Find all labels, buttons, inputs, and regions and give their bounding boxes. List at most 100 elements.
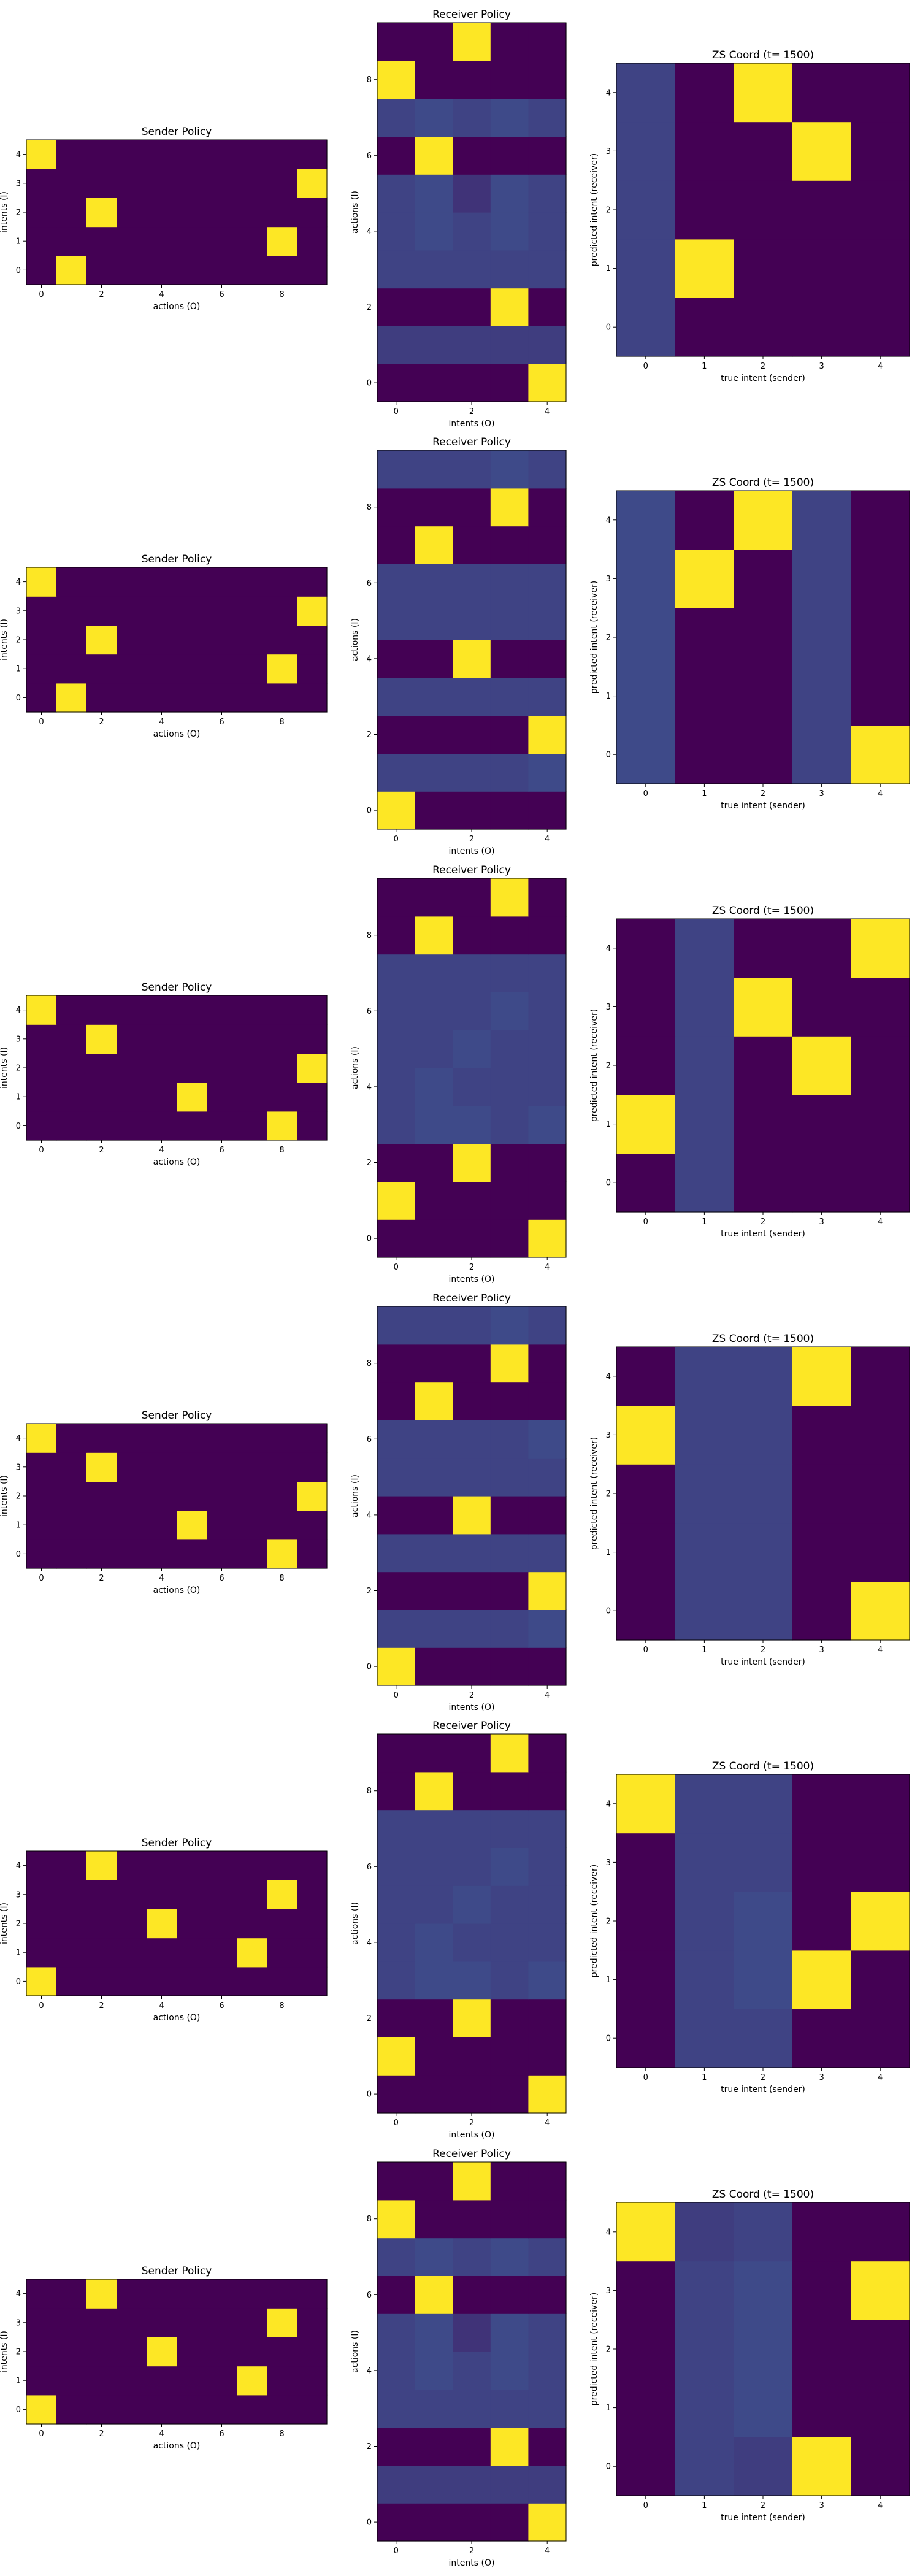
chart-5-zs-coord-xtick-label: 3 (819, 2073, 824, 2082)
chart-3-zs-coord-cell-r3-c0 (616, 977, 676, 1037)
chart-2-receiver-policy-cell-r9-c1 (415, 450, 453, 489)
chart-2-sender-policy-cell-r4-c0 (26, 567, 57, 597)
chart-2-sender-policy-ytick-label: 3 (16, 607, 21, 616)
chart-6-receiver-policy-cell-r6-c2 (453, 2275, 491, 2314)
chart-5-sender-policy-cell-r0-c9 (297, 1966, 328, 1996)
chart-5-sender-policy-ylabel: intents (I) (0, 1903, 9, 1944)
chart-1-zs-coord-cell-r4-c1 (675, 63, 734, 123)
chart-3-zs-coord-cell-r1-c1 (675, 1094, 734, 1154)
chart-4-sender-policy-cell-r1-c4 (147, 1510, 177, 1540)
chart-5-sender-policy-cell-r4-c3 (117, 1851, 147, 1880)
chart-2-zs-coord-ylabel: predicted intent (receiver) (589, 581, 599, 694)
chart-5-sender-policy-ytick-label: 2 (16, 1920, 21, 1929)
chart-1-receiver-policy-cell-r7-c2 (453, 98, 491, 137)
chart-4-zs-coord-cell-r1-c4 (851, 1522, 910, 1582)
chart-5-sender-policy-cell-r4-c0 (26, 1851, 57, 1880)
chart-2-zs-coord-cell-r2-c1 (675, 608, 734, 667)
chart-2-sender-policy-cell-r3-c8 (267, 596, 297, 626)
chart-1-receiver-policy-ytick-label: 6 (367, 151, 372, 161)
chart-5-zs-coord-cell-r0-c4 (851, 2009, 910, 2068)
chart-2-receiver-policy-cell-r8-c4 (528, 488, 567, 527)
chart-6-receiver-policy-cell-r4-c0 (377, 2352, 416, 2390)
chart-6-receiver-policy-cell-r2-c1 (415, 2427, 453, 2466)
chart-1-receiver-policy-cell-r5-c1 (415, 174, 453, 213)
chart-3-receiver-policy-cell-r7-c2 (453, 954, 491, 992)
chart-5-sender-policy-title: Sender Policy (142, 1837, 212, 1849)
chart-5-receiver-policy-cell-r1-c4 (528, 2037, 567, 2076)
chart-1-receiver-policy-cell-r3-c3 (490, 250, 529, 289)
chart-5-zs-coord-ytick-label: 4 (606, 1800, 611, 1809)
chart-1-sender-policy-cell-r0-c8 (267, 255, 297, 285)
chart-6-zs-coord-xtick-label: 0 (643, 2501, 648, 2510)
chart-5-zs-coord-ylabel: predicted intent (receiver) (589, 1865, 599, 1977)
chart-3-sender-policy: 0 2 4 6 8 0 1 2 3 4 Sender Policy actions (O) intent… (0, 981, 328, 1167)
chart-6-receiver-policy-cell-r7-c4 (528, 2237, 567, 2276)
chart-5-sender-policy-cell-r2-c0 (26, 1909, 57, 1939)
chart-4-zs-coord-cell-r2-c3 (792, 1464, 851, 1524)
chart-2-receiver-policy-cell-r9-c3 (490, 450, 529, 489)
chart-3-receiver-policy-cell-r8-c2 (453, 916, 491, 955)
chart-6-sender-policy-cell-r1-c2 (86, 2366, 117, 2396)
chart-5-sender-policy-cell-r0-c1 (56, 1966, 87, 1996)
chart-6-sender-policy-cell-r0-c0 (26, 2394, 57, 2425)
chart-3-receiver-policy-cell-r5-c3 (490, 1030, 529, 1068)
chart-3-zs-coord-cell-r0-c4 (851, 1153, 910, 1213)
chart-6-receiver-policy-cell-r9-c2 (453, 2162, 491, 2201)
chart-2-receiver-policy-cell-r8-c1 (415, 488, 453, 527)
chart-2-sender-policy-cell-r1-c1 (56, 654, 87, 684)
chart-5-receiver-policy-cell-r7-c0 (377, 1809, 416, 1848)
chart-5-sender-policy-cell-r3-c1 (56, 1880, 87, 1909)
chart-4-sender-policy-cell-r1-c9 (297, 1510, 328, 1540)
chart-6-receiver-policy-title: Receiver Policy (432, 2148, 511, 2160)
chart-4-receiver-policy-cell-r2-c4 (528, 1571, 567, 1610)
chart-1-sender-policy-cell-r4-c5 (177, 140, 207, 169)
chart-1-zs-coord-cell-r3-c4 (851, 121, 910, 181)
chart-1-sender-policy-cell-r1-c1 (56, 226, 87, 256)
chart-2-sender-policy-xtick-label: 2 (99, 718, 104, 727)
chart-2-receiver-policy-title: Receiver Policy (432, 436, 511, 448)
chart-5-sender-policy-cell-r0-c5 (177, 1966, 207, 1996)
chart-4-sender-policy-xtick-label: 2 (99, 1574, 104, 1583)
chart-4-receiver-policy-xtick-label: 0 (394, 1691, 399, 1700)
chart-2-zs-coord-cell-r0-c1 (675, 725, 734, 784)
chart-1-zs-coord-ytick-label: 4 (606, 88, 611, 98)
chart-1-sender-policy-ylabel: intents (I) (0, 191, 9, 233)
chart-1-receiver-policy-cell-r2-c3 (490, 288, 529, 326)
chart-2-zs-coord-ytick-label: 4 (606, 516, 611, 525)
chart-5-sender-policy-cell-r3-c4 (147, 1880, 177, 1909)
chart-2-zs-coord-ytick-label: 2 (606, 634, 611, 643)
chart-6-sender-policy-xtick-label: 8 (279, 2429, 284, 2439)
chart-5-zs-coord: 0 1 2 3 4 0 1 2 3 4 ZS Coord (t= 1500) true intent … (589, 1760, 910, 2095)
chart-6-zs-coord-cell-r1-c1 (675, 2378, 734, 2437)
chart-2-receiver-policy: 0 2 4 0 2 4 6 8 Receiver Policy intents (O) action… (350, 436, 567, 856)
chart-4-receiver-policy-cell-r8-c0 (377, 1344, 416, 1383)
chart-3-sender-policy-cell-r3-c2 (86, 1024, 117, 1054)
chart-4-receiver-policy-xlabel: intents (O) (449, 1703, 495, 1712)
chart-6-receiver-policy-cell-r8-c3 (490, 2199, 529, 2239)
chart-6-sender-policy-cell-r3-c5 (177, 2308, 207, 2337)
chart-3-sender-policy-cell-r3-c5 (177, 1024, 207, 1054)
chart-3-receiver-policy: 0 2 4 0 2 4 6 8 Receiver Policy intents (O) action… (350, 864, 567, 1284)
chart-5-sender-policy-cell-r4-c2 (86, 1851, 117, 1880)
chart-2-sender-policy-cell-r0-c5 (177, 683, 207, 713)
chart-6-sender-policy-cell-r4-c8 (267, 2279, 297, 2309)
chart-5-zs-coord-cell-r3-c2 (734, 1833, 793, 1892)
chart-2-sender-policy-cell-r4-c7 (237, 567, 267, 597)
chart-2-sender-policy-cell-r1-c8 (267, 654, 297, 684)
chart-3-receiver-policy-cell-r9-c3 (490, 878, 529, 917)
chart-6-sender-policy-cell-r2-c1 (56, 2337, 87, 2367)
chart-5-sender-policy-cell-r1-c9 (297, 1938, 328, 1968)
chart-5-sender-policy-cell-r4-c4 (147, 1851, 177, 1880)
chart-5-sender-policy-cell-r4-c6 (207, 1851, 237, 1880)
chart-3-sender-policy-xlabel: actions (O) (153, 1157, 201, 1167)
chart-4-zs-coord-cell-r4-c1 (675, 1347, 734, 1406)
chart-2-receiver-policy-cell-r5-c3 (490, 602, 529, 640)
chart-1-receiver-policy-cell-r5-c3 (490, 174, 529, 213)
chart-4-zs-coord-cell-r0-c1 (675, 1581, 734, 1641)
chart-4-zs-coord-cell-r3-c1 (675, 1405, 734, 1465)
chart-5-receiver-policy-cell-r3-c2 (453, 1961, 491, 2000)
chart-2-sender-policy-cell-r2-c9 (297, 625, 328, 655)
chart-5-sender-policy-cell-r0-c4 (147, 1966, 177, 1996)
chart-5-zs-coord-cell-r2-c2 (734, 1892, 793, 1951)
chart-6-sender-policy-cell-r4-c6 (207, 2279, 237, 2309)
